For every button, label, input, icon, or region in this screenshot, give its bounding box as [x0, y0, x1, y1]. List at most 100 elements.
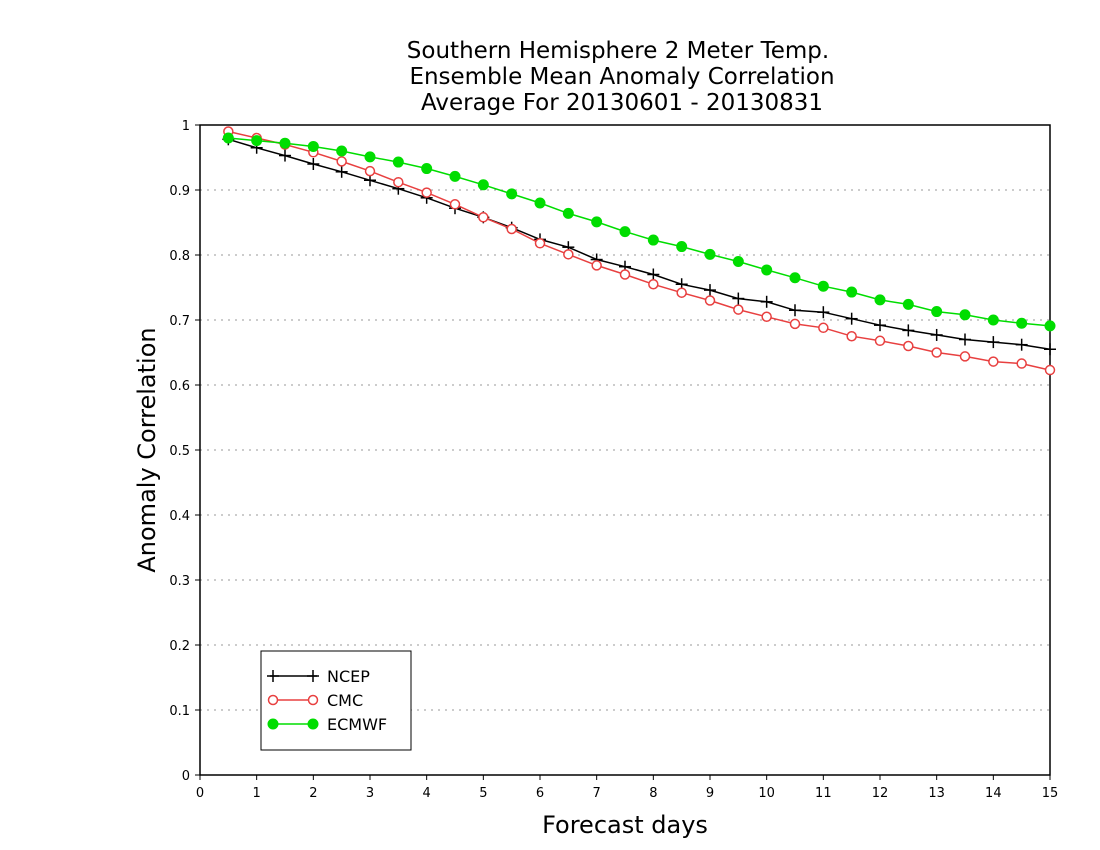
- data-point-ecmwf: [1044, 320, 1056, 332]
- data-point-ecmwf: [251, 135, 263, 147]
- data-point-ecmwf: [676, 241, 688, 253]
- data-point-cmc: [959, 351, 971, 362]
- data-point-ecmwf: [392, 156, 404, 168]
- legend-marker-ecmwf: [307, 718, 319, 730]
- data-point-ecmwf: [449, 170, 461, 182]
- data-point-ncep: [789, 304, 801, 317]
- data-point-ecmwf: [761, 264, 773, 276]
- data-point-ecmwf: [1016, 317, 1028, 329]
- data-point-cmc: [449, 199, 461, 210]
- data-point-cmc: [648, 279, 659, 290]
- data-point-cmc: [534, 238, 546, 249]
- x-tick-label: 2: [309, 786, 317, 801]
- x-tick-label: 15: [1042, 786, 1059, 801]
- data-point-ecmwf: [704, 248, 716, 260]
- y-tick-label: 0: [182, 769, 190, 784]
- chart-title-line-1: Southern Hemisphere 2 Meter Temp.: [407, 38, 829, 64]
- data-point-ncep: [279, 149, 291, 162]
- series-cmc: [223, 126, 1056, 376]
- chart-title-line-2: Ensemble Mean Anomaly Correlation: [409, 64, 834, 90]
- x-tick-label: 6: [536, 786, 544, 801]
- data-point-ncep: [874, 319, 886, 332]
- x-tick-label: 5: [479, 786, 487, 801]
- data-point-cmc: [336, 156, 347, 167]
- x-tick-label: 10: [758, 786, 775, 801]
- data-point-cmc: [733, 304, 744, 315]
- legend-marker-cmc: [307, 694, 319, 706]
- data-point-cmc: [903, 340, 914, 352]
- data-point-ecmwf: [647, 234, 659, 246]
- data-point-ecmwf: [364, 151, 376, 163]
- legend: NCEP CMC ECMWF: [260, 650, 412, 751]
- x-tick-label: 11: [815, 786, 832, 801]
- legend-marker-ncep: [307, 670, 319, 682]
- data-point-cmc: [818, 322, 829, 334]
- y-tick-label: 0.7: [169, 314, 190, 329]
- data-point-ncep: [930, 328, 943, 341]
- data-point-cmc: [761, 311, 772, 322]
- axis-ticks: 00.10.20.30.40.50.60.70.80.910 1 2 3 4 5 6 7 8 9 1…: [169, 119, 1058, 801]
- data-point-ecmwf: [902, 298, 914, 310]
- data-point-ecmwf: [619, 226, 631, 238]
- legend-marker-ecmwf: [267, 718, 279, 730]
- legend-label-ecmwf: ECMWF: [327, 715, 387, 734]
- y-tick-label: 0.9: [169, 184, 190, 199]
- y-tick-label: 0.8: [169, 249, 190, 264]
- x-axis-label: Forecast days: [542, 811, 708, 839]
- series-group: [222, 126, 1056, 376]
- data-point-ecmwf: [959, 309, 971, 321]
- data-point-ncep: [1015, 338, 1028, 351]
- data-point-cmc: [789, 318, 801, 330]
- data-point-ncep: [1044, 343, 1056, 356]
- data-point-ecmwf: [562, 207, 574, 219]
- data-point-ecmwf: [732, 256, 744, 267]
- data-point-cmc: [846, 331, 857, 342]
- legend-marker-cmc: [267, 694, 279, 706]
- data-point-ecmwf: [307, 140, 319, 152]
- y-tick-label: 1: [182, 119, 190, 134]
- data-point-ecmwf: [477, 179, 489, 191]
- y-tick-label: 0.1: [169, 704, 190, 719]
- data-point-cmc: [563, 249, 574, 260]
- data-point-ncep: [959, 333, 971, 346]
- data-point-cmc: [364, 165, 376, 177]
- data-point-ncep: [704, 284, 716, 297]
- y-tick-label: 0.4: [169, 509, 190, 524]
- x-tick-label: 0: [196, 786, 204, 801]
- data-point-cmc: [478, 212, 489, 223]
- data-point-cmc: [988, 356, 999, 367]
- legend-box: [260, 650, 412, 751]
- data-point-cmc: [1044, 364, 1056, 376]
- data-point-ecmwf: [931, 306, 943, 318]
- y-axis-label: Anomaly Correlation: [133, 327, 161, 572]
- grid-lines: [200, 189, 1050, 711]
- data-point-cmc: [874, 335, 886, 347]
- series-ecmwf: [222, 132, 1056, 332]
- data-point-ecmwf: [336, 145, 348, 157]
- data-point-cmc: [506, 223, 517, 235]
- data-point-ecmwf: [846, 286, 858, 298]
- data-point-cmc: [421, 187, 432, 198]
- data-point-ncep: [817, 306, 830, 319]
- data-point-ncep: [732, 292, 745, 305]
- x-tick-label: 9: [706, 786, 714, 801]
- series-line-ncep: [228, 138, 1051, 351]
- x-tick-label: 1: [253, 786, 261, 801]
- x-tick-label: 3: [366, 786, 374, 801]
- legend-label-ncep: NCEP: [327, 667, 370, 686]
- series-line-cmc: [228, 130, 1051, 371]
- y-tick-label: 0.3: [169, 574, 190, 589]
- y-tick-label: 0.6: [169, 379, 190, 394]
- x-tick-label: 4: [423, 786, 431, 801]
- data-point-ecmwf: [506, 188, 518, 200]
- y-tick-label: 0.5: [169, 444, 190, 459]
- series-line-ecmwf: [228, 137, 1051, 327]
- data-point-ncep: [647, 268, 660, 281]
- data-point-ecmwf: [789, 272, 801, 284]
- chart-title-line-3: Average For 20130601 - 20130831: [421, 90, 823, 116]
- data-point-ncep: [845, 312, 858, 325]
- data-point-ecmwf: [817, 280, 829, 292]
- data-point-ncep: [902, 324, 915, 337]
- data-point-ecmwf: [222, 132, 234, 144]
